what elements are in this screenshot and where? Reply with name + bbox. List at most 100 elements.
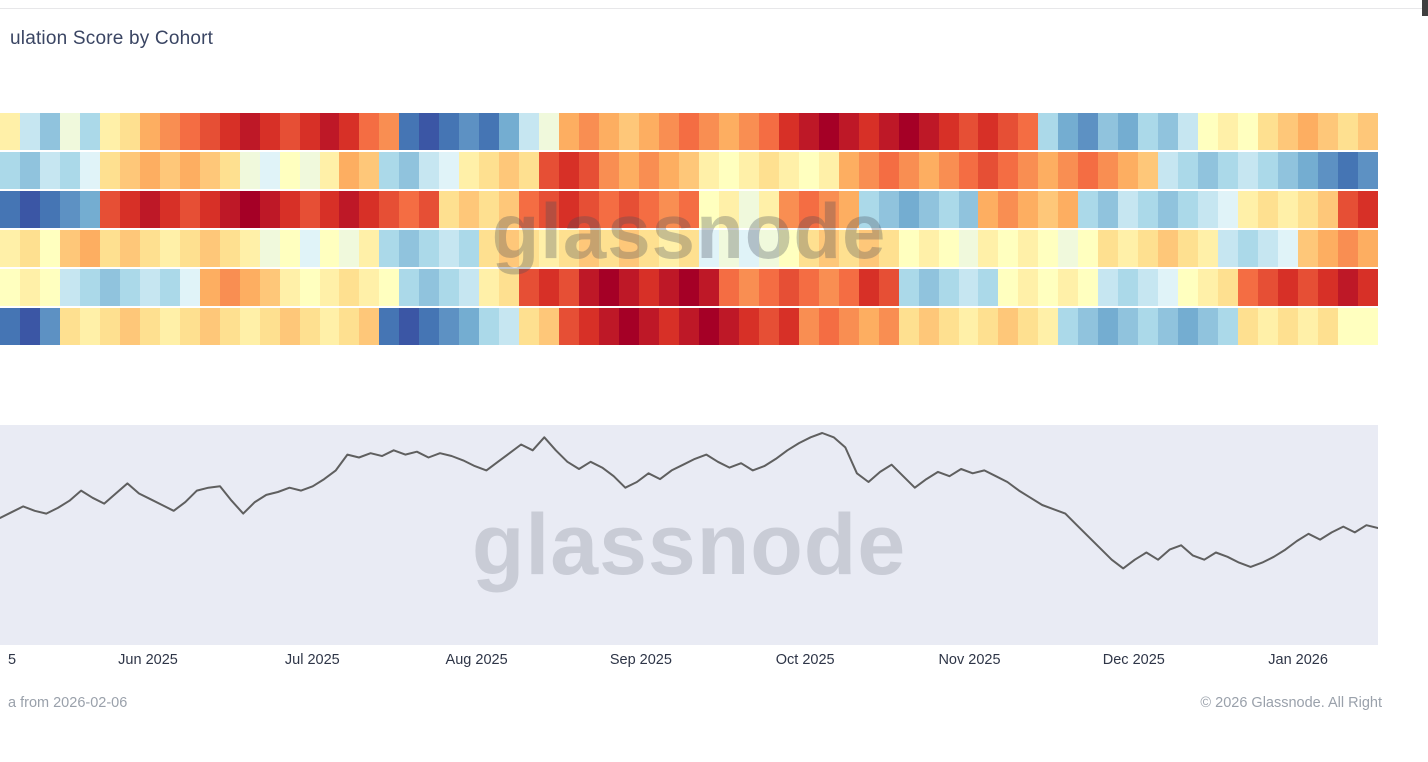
heatmap-cell [579, 308, 599, 345]
heatmap-cell [1038, 113, 1058, 150]
heatmap-cell [1138, 308, 1158, 345]
heatmap-cell [559, 308, 579, 345]
heatmap-cell [1098, 269, 1118, 306]
heatmap-cell [1118, 191, 1138, 228]
heatmap-cell [939, 113, 959, 150]
heatmap-cell [1238, 269, 1258, 306]
heatmap-cell [320, 191, 340, 228]
heatmap-cell [1118, 113, 1138, 150]
heatmap-cell [499, 269, 519, 306]
heatmap-cell [280, 230, 300, 267]
heatmap-cell [379, 230, 399, 267]
heatmap-cell [859, 308, 879, 345]
heatmap-cell [978, 191, 998, 228]
heatmap-cell [899, 113, 919, 150]
heatmap-cell [679, 230, 699, 267]
heatmap-cell [1178, 269, 1198, 306]
heatmap-cell [120, 113, 140, 150]
heatmap-cell [859, 152, 879, 189]
heatmap-cell [1218, 308, 1238, 345]
heatmap-cell [859, 269, 879, 306]
heatmap-cell [519, 230, 539, 267]
heatmap-cell [40, 113, 60, 150]
heatmap-cell [1218, 152, 1238, 189]
heatmap-cell [1358, 113, 1378, 150]
heatmap-cell [1178, 152, 1198, 189]
heatmap-cell [819, 113, 839, 150]
heatmap-cell [1138, 230, 1158, 267]
heatmap-cell [819, 230, 839, 267]
heatmap-cell [479, 269, 499, 306]
heatmap-cell [1218, 230, 1238, 267]
heatmap-cell [60, 191, 80, 228]
heatmap-cell [459, 269, 479, 306]
heatmap-cell [339, 269, 359, 306]
heatmap-cell [180, 269, 200, 306]
heatmap-cell [519, 152, 539, 189]
heatmap-cell [759, 230, 779, 267]
heatmap-cell [879, 230, 899, 267]
heatmap-cell [959, 269, 979, 306]
heatmap-cell [539, 269, 559, 306]
heatmap-cell [300, 230, 320, 267]
x-tick-label: Jul 2025 [285, 652, 340, 668]
heatmap-cell [719, 113, 739, 150]
heatmap-cell [1258, 113, 1278, 150]
heatmap-cell [240, 191, 260, 228]
heatmap-cell [679, 152, 699, 189]
heatmap-cell [60, 230, 80, 267]
heatmap-cell [1338, 191, 1358, 228]
heatmap-cell [539, 230, 559, 267]
heatmap-cell [519, 191, 539, 228]
heatmap-cell [339, 191, 359, 228]
heatmap-cell [559, 152, 579, 189]
heatmap-cell [0, 269, 20, 306]
heatmap-cell [978, 269, 998, 306]
heatmap-cell [699, 308, 719, 345]
heatmap-cell [1338, 308, 1358, 345]
heatmap-cell [300, 269, 320, 306]
cohort-heatmap[interactable] [0, 113, 1378, 345]
heatmap-cell [519, 269, 539, 306]
heatmap-cell [1018, 113, 1038, 150]
price-chart[interactable] [0, 425, 1378, 645]
heatmap-cell [959, 113, 979, 150]
heatmap-cell [339, 230, 359, 267]
scrollbar-thumb[interactable] [1422, 0, 1428, 16]
heatmap-cell [40, 308, 60, 345]
heatmap-cell [699, 191, 719, 228]
heatmap-cell [300, 113, 320, 150]
heatmap-cell [1118, 230, 1138, 267]
heatmap-cell [120, 191, 140, 228]
heatmap-cell [479, 308, 499, 345]
heatmap-cell [220, 308, 240, 345]
heatmap-cell [539, 308, 559, 345]
heatmap-cell [779, 113, 799, 150]
heatmap-cell [1198, 191, 1218, 228]
heatmap-cell [919, 113, 939, 150]
heatmap-cell [599, 269, 619, 306]
x-tick-label: Jan 2026 [1268, 652, 1328, 668]
heatmap-cell [1318, 269, 1338, 306]
heatmap-cell [1298, 230, 1318, 267]
heatmap-cell [160, 152, 180, 189]
heatmap-cell [260, 230, 280, 267]
heatmap-cell [260, 191, 280, 228]
heatmap-cell [140, 191, 160, 228]
heatmap-cell [399, 113, 419, 150]
heatmap-cell [20, 191, 40, 228]
heatmap-cell [839, 269, 859, 306]
top-divider [0, 8, 1428, 9]
heatmap-cell [140, 269, 160, 306]
heatmap-cell [1138, 269, 1158, 306]
heatmap-cell [1278, 152, 1298, 189]
heatmap-cell [799, 113, 819, 150]
heatmap-cell [919, 191, 939, 228]
heatmap-cell [160, 269, 180, 306]
heatmap-cell [80, 230, 100, 267]
heatmap-cell [439, 230, 459, 267]
heatmap-cell [1058, 152, 1078, 189]
heatmap-cell [1338, 230, 1358, 267]
heatmap-cell [1298, 152, 1318, 189]
x-tick-label: Nov 2025 [938, 652, 1000, 668]
